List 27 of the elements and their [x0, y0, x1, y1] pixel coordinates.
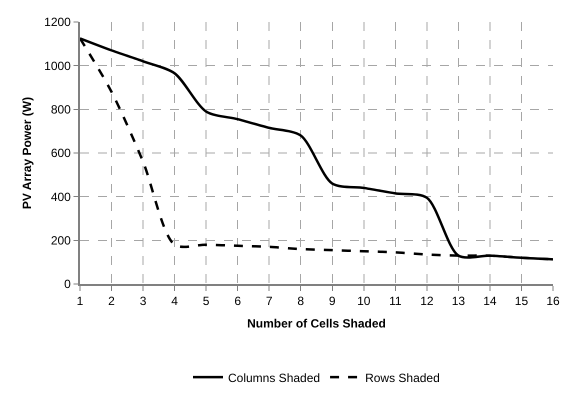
x-tick-label: 5 [202, 294, 210, 308]
y-tick-label: 800 [50, 102, 72, 117]
x-tick-label: 7 [266, 294, 273, 308]
x-tick-label: 10 [357, 294, 371, 308]
x-tick-label: 15 [514, 294, 528, 308]
y-tick-label: 0 [64, 277, 72, 292]
x-tick-label: 4 [171, 294, 178, 308]
x-tick-label: 1 [76, 294, 84, 308]
x-tick-label: 16 [546, 294, 560, 308]
x-tick-label: 3 [140, 294, 147, 308]
y-axis-title: PV Array Power (W) [20, 96, 34, 210]
y-tick-label: 1200 [44, 15, 72, 30]
legend-label: Rows Shaded [365, 370, 440, 385]
x-tick-label: 12 [420, 294, 434, 308]
x-tick-label: 8 [297, 294, 304, 308]
x-axis-title: Number of Cells Shaded [247, 316, 386, 331]
x-tick-label: 13 [452, 294, 466, 308]
y-tick-label: 200 [50, 234, 72, 248]
y-tick-label: 600 [50, 146, 72, 160]
x-tick-label: 9 [328, 294, 336, 308]
y-tick-label: 1000 [44, 58, 72, 73]
x-tick-label: 2 [108, 294, 116, 308]
x-tick-label: 11 [389, 294, 402, 308]
legend-label: Columns Shaded [228, 370, 320, 385]
x-tick-label: 14 [483, 294, 497, 308]
x-tick-label: 6 [234, 294, 242, 308]
y-tick-label: 400 [50, 190, 72, 204]
